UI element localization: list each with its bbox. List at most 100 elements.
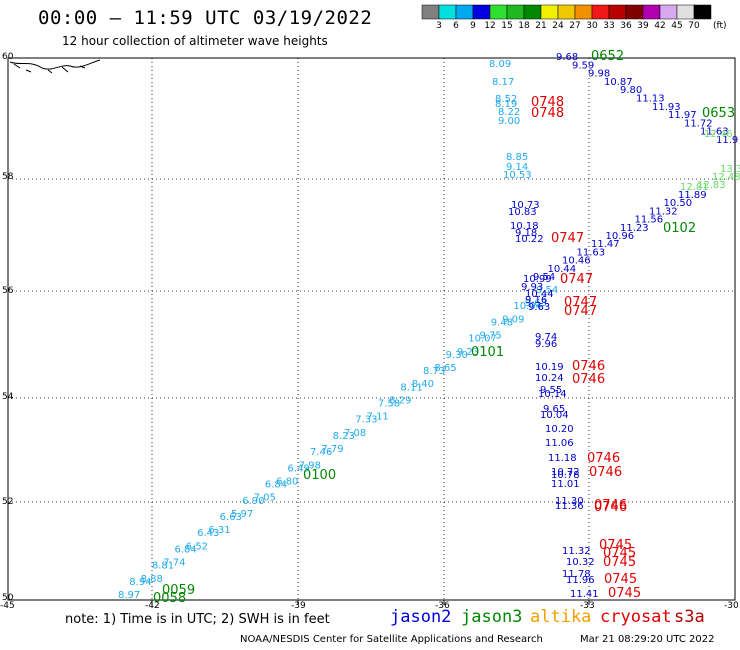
time-label: 0748	[531, 95, 564, 110]
wave-height-label: 8.88	[141, 574, 163, 585]
lat-label-58: 58	[2, 172, 14, 182]
lat-label-54: 54	[2, 392, 14, 402]
lat-label-50: 50	[2, 593, 14, 603]
wave-height-label: 9.75	[480, 331, 502, 342]
page-subtitle: 12 hour collection of altimeter wave hei…	[62, 34, 328, 48]
color-swatch	[693, 4, 712, 20]
wave-height-label: 9.48	[491, 317, 513, 328]
wave-height-label: 8.73	[423, 366, 445, 377]
wave-height-label: 7.05	[254, 493, 276, 504]
wave-height-label: 9.98	[588, 69, 610, 80]
wave-height-label: 11.41	[570, 589, 599, 600]
time-label: 0745	[603, 555, 636, 570]
time-label: 0059	[162, 583, 195, 598]
legend-jason2: jason2	[390, 607, 452, 627]
time-label: 0102	[663, 221, 696, 236]
wave-height-label: 6.43	[197, 528, 219, 539]
color-scale-label: 70	[688, 21, 700, 31]
color-swatch	[489, 4, 508, 20]
wave-height-label: 11.23	[620, 223, 649, 234]
wave-height-label: 10.19	[535, 362, 564, 373]
time-label: 0746	[572, 372, 605, 387]
wave-height-label: 10.83	[508, 207, 537, 218]
color-swatch	[625, 4, 644, 20]
wave-height-label: 8.22	[498, 107, 520, 118]
wave-height-label: 7.08	[344, 428, 366, 439]
color-scale-label: 15	[501, 21, 513, 31]
legend-altika: altika	[530, 607, 592, 627]
color-scale-label: 6	[453, 21, 459, 31]
time-label: 0747	[551, 231, 584, 246]
wave-height-label: 10.46	[562, 256, 591, 267]
wave-height-label: 8.29	[389, 395, 411, 406]
time-label: 0745	[608, 586, 641, 601]
wave-height-label: 9.18	[515, 228, 537, 239]
wave-height-label: 11.89	[678, 190, 707, 201]
wave-height-label: 9.80	[620, 85, 642, 96]
wave-height-label: 9.30	[446, 350, 468, 361]
color-scale-label: 18	[518, 21, 530, 31]
lat-label-52: 52	[2, 497, 14, 507]
lon-label-33: -33	[580, 601, 595, 611]
wave-height-label: 8.65	[434, 363, 456, 374]
lon-label-45: -45	[0, 601, 15, 611]
color-scale-label: 24	[552, 21, 564, 31]
wave-height-label: 7.79	[321, 444, 343, 455]
time-label: 0747	[564, 295, 597, 310]
wave-height-label: 10.32	[566, 557, 595, 568]
color-swatch	[438, 4, 457, 20]
time-label: 0746	[594, 498, 627, 513]
wave-height-label: 12.81	[680, 182, 709, 193]
color-scale-label: 42	[654, 21, 666, 31]
wave-height-label: 9.65	[543, 404, 565, 415]
time-label: 0745	[604, 572, 637, 587]
time-label: 0747	[564, 304, 597, 319]
lat-label-56: 56	[2, 286, 14, 296]
wave-height-label: 12.46	[704, 129, 733, 140]
wave-height-label: 11.36	[555, 501, 584, 512]
wave-height-label: 9.93	[521, 282, 543, 293]
wave-height-label: 10.04	[540, 410, 569, 421]
lon-label-36: -36	[435, 601, 450, 611]
wave-height-label: 9.96	[535, 339, 557, 350]
wave-height-label: 8.11	[400, 382, 422, 393]
wave-height-label: 11.01	[551, 479, 580, 490]
time-label: 0058	[153, 591, 186, 606]
wave-height-label: 10.96	[606, 231, 635, 242]
color-swatch	[642, 4, 661, 20]
color-swatch	[523, 4, 542, 20]
wave-height-label: 6.52	[186, 541, 208, 552]
wave-height-label: 8.85	[506, 152, 528, 163]
lon-label-42: -42	[145, 601, 160, 611]
generated-timestamp: Mar 21 08:29:20 UTC 2022	[580, 634, 715, 645]
wave-height-label: 9.55	[540, 385, 562, 396]
color-scale-label: 30	[586, 21, 598, 31]
wave-height-label: 11.93	[652, 102, 681, 113]
wave-height-label: 10.18	[510, 221, 539, 232]
wave-height-label: 6.63	[220, 512, 242, 523]
wave-height-label: 10.53	[503, 170, 532, 181]
wave-height-label: 8.17	[492, 77, 514, 88]
wave-height-label: 10.24	[535, 373, 564, 384]
wave-height-label: 11.13	[636, 94, 665, 105]
color-swatch	[472, 4, 491, 20]
color-scale-label: 36	[620, 21, 632, 31]
page-title: 00:00 — 11:59 UTC 03/19/2022	[38, 7, 373, 29]
wave-height-label: 9.63	[528, 302, 550, 313]
time-label: 0745	[599, 538, 632, 553]
color-scale-label: 9	[470, 21, 476, 31]
color-scale-unit: (ft)	[713, 21, 727, 31]
color-swatch	[506, 4, 525, 20]
color-swatch	[659, 4, 678, 20]
wave-height-label: 6.80	[276, 476, 298, 487]
color-swatch	[676, 4, 695, 20]
legend-s3a: s3a	[674, 607, 705, 627]
color-swatch	[591, 4, 610, 20]
wave-height-label: 10.22	[515, 234, 544, 245]
wave-height-label: 9.23	[457, 347, 479, 358]
lat-label-60: 60	[2, 52, 14, 62]
wave-height-label: 9.14	[506, 162, 528, 173]
wave-height-label: 9.00	[498, 116, 520, 127]
wave-height-label: 10.50	[664, 198, 693, 209]
